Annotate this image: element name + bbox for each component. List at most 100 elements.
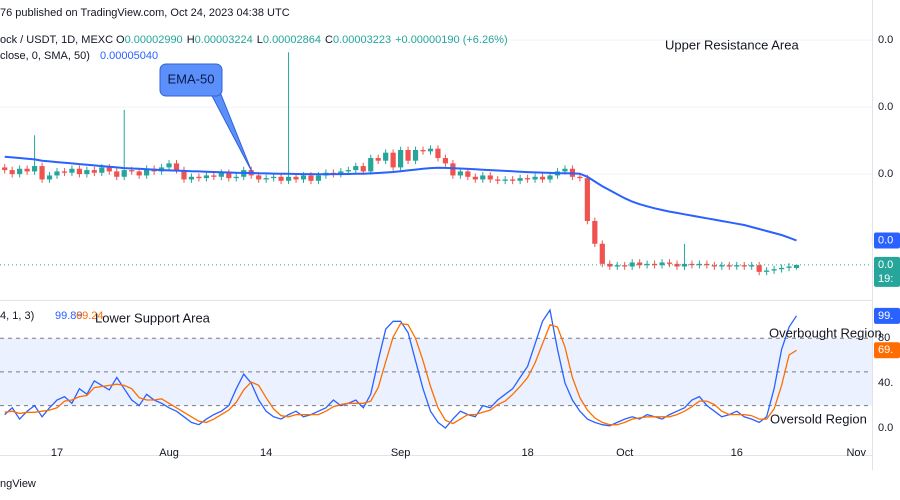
- candle-body: [256, 175, 262, 180]
- ohlc-key: O: [116, 34, 125, 46]
- candle-body: [637, 262, 643, 266]
- candle-body: [457, 171, 463, 176]
- candle-body: [218, 172, 224, 177]
- stoch-k-value: 99.89: [55, 310, 83, 322]
- candle-body: [91, 170, 97, 173]
- candle-body: [69, 168, 75, 173]
- candle-body: [17, 168, 23, 175]
- price-badge: [874, 256, 900, 287]
- candle-body: [278, 176, 284, 181]
- candle-body: [525, 178, 531, 180]
- candle-body: [711, 265, 717, 267]
- candle-body: [398, 150, 404, 168]
- candle-body: [211, 175, 217, 177]
- candle-body: [435, 148, 441, 159]
- value-badge: [874, 342, 900, 359]
- value-badge: [874, 307, 900, 324]
- candle-body: [786, 266, 792, 268]
- candle-body: [114, 171, 120, 177]
- x-tick-label: 16: [731, 447, 743, 459]
- y-tick-label: 80: [878, 332, 890, 344]
- price-badge: [874, 232, 900, 249]
- candle-body: [704, 263, 710, 266]
- candle-body: [308, 175, 314, 181]
- ohlc-legend: O0.00002990 H0.00003224 L0.00002864 C0.0000…: [116, 34, 508, 46]
- ohlc-key: L: [257, 34, 263, 46]
- candle-body: [719, 265, 725, 267]
- candle-body: [644, 263, 650, 266]
- annotation: Overbought Region: [769, 325, 882, 340]
- price-badge-label: 0.0: [878, 234, 893, 246]
- candle-body: [2, 167, 8, 171]
- candle-body: [61, 171, 68, 173]
- candle-body: [390, 152, 396, 168]
- candle-body: [764, 270, 770, 272]
- candle-body: [129, 170, 135, 172]
- candle-body: [584, 178, 590, 221]
- y-tick-label: 0.0: [878, 422, 893, 434]
- x-tick-label: Aug: [159, 447, 179, 459]
- candle-body: [726, 265, 732, 267]
- ohlc-value: 0.00002990: [125, 34, 183, 46]
- candle-body: [442, 158, 449, 164]
- candle-body: [345, 170, 351, 172]
- x-tick-label: 18: [521, 447, 533, 459]
- candle-body: [778, 267, 785, 270]
- annotation: Lower Support Area: [95, 310, 211, 325]
- candle-body: [547, 175, 553, 180]
- candle-body: [592, 220, 598, 244]
- candle-body: [136, 171, 142, 176]
- candle-body: [54, 171, 60, 176]
- candle-body: [517, 178, 523, 181]
- candle-body: [480, 175, 486, 180]
- candle-body: [271, 176, 277, 179]
- candle-body: [181, 170, 187, 180]
- candle-body: [84, 170, 90, 175]
- stoch-line: [4, 308, 798, 429]
- candle-body: [734, 265, 740, 267]
- candle-body: [196, 176, 202, 179]
- countdown-label: 19:: [878, 273, 893, 285]
- candle-body: [532, 176, 538, 180]
- x-tick-label: Oct: [616, 447, 633, 459]
- candle-body: [427, 148, 434, 152]
- candle-body: [696, 263, 703, 266]
- candle-body: [188, 176, 195, 180]
- candle-body: [651, 263, 658, 266]
- candle-body: [793, 264, 800, 268]
- callout-label: EMA-50: [168, 71, 215, 86]
- ohlc-value: 0.00003224: [195, 34, 253, 46]
- x-tick-label: Nov: [846, 447, 866, 459]
- candle-body: [285, 176, 292, 181]
- y-tick-label: 0.0: [878, 101, 893, 113]
- stoch-line: [4, 322, 797, 426]
- candle-body: [99, 167, 105, 173]
- candle-body: [674, 263, 680, 267]
- callout-box: [159, 63, 223, 97]
- x-tick-label: Sep: [391, 447, 411, 459]
- candle-body: [166, 163, 172, 168]
- annotation: Upper Resistance Area: [665, 37, 799, 52]
- candle-body: [771, 269, 777, 271]
- ema-line: [4, 155, 797, 242]
- stoch-legend: 4, 1, 3): [0, 310, 34, 322]
- candle-body: [46, 175, 53, 180]
- price-badge-label: 0.0: [878, 259, 893, 271]
- candle-body: [375, 158, 381, 161]
- x-tick-label: 14: [260, 447, 272, 459]
- candle-body: [233, 176, 239, 179]
- candle-body: [465, 171, 471, 177]
- candle-body: [121, 170, 127, 177]
- candle-body: [360, 166, 366, 172]
- candle-body: [293, 176, 299, 180]
- candle-body: [203, 175, 209, 179]
- candle-body: [368, 158, 374, 172]
- value-badge-label: 69.: [878, 344, 893, 356]
- candle-body: [300, 175, 307, 180]
- plot-layer: 0.0 0.0 0.0 17 Aug 14 Sep 18 Oct 16 Nov 0.0 0.0 19: 80…: [0, 34, 900, 459]
- candle-body: [599, 243, 605, 264]
- candle-body: [622, 265, 628, 267]
- stoch-d-value: 69.24: [76, 310, 104, 322]
